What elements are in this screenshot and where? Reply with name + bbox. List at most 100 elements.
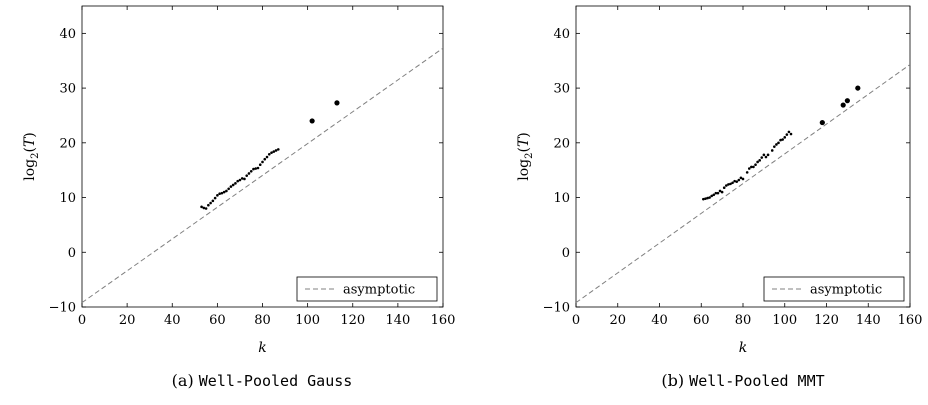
data-point: [789, 132, 793, 136]
data-point: [216, 194, 219, 197]
x-tick-label: 0: [572, 313, 580, 328]
chart-panel-1: 0 20 40 60 80 100 120 140 160−10010203040klog2(T…: [22, 5, 456, 390]
x-tick-label: 120: [340, 313, 365, 328]
data-point: [200, 205, 203, 209]
data-point: [261, 160, 264, 164]
data-point: [245, 174, 249, 177]
legend: asymptotic: [296, 276, 438, 302]
data-point: [231, 183, 235, 187]
data-point: [727, 183, 730, 186]
data-point: [204, 207, 208, 210]
subfigure-caption: (b) Well-Pooled MMT: [661, 371, 824, 390]
data-point: [777, 141, 780, 145]
data-point: [737, 178, 741, 182]
data-point: [702, 197, 705, 201]
data-point: [256, 166, 260, 170]
data-point: [750, 165, 753, 169]
data-point: [211, 199, 215, 203]
data-point: [309, 118, 315, 124]
data-point: [760, 156, 764, 159]
data-point: [722, 186, 726, 189]
asymptotic-line: [576, 64, 910, 304]
x-tick-label: 160: [431, 313, 456, 328]
x-tick-label: 20: [609, 313, 626, 328]
data-point: [741, 177, 745, 181]
y-tick-label: −10: [49, 301, 76, 316]
data-point: [258, 163, 262, 167]
data-point: [779, 138, 782, 142]
data-point: [773, 145, 776, 148]
y-axis-label: log2(T): [22, 132, 41, 181]
data-point: [276, 148, 280, 151]
data-point: [756, 160, 759, 164]
y-tick-label: 20: [553, 136, 570, 151]
data-point: [710, 194, 713, 198]
x-tick-label: 80: [735, 313, 752, 328]
y-tick-label: 40: [59, 27, 76, 42]
data-point: [236, 179, 239, 183]
data-point: [238, 178, 242, 182]
y-axis-label: log2(T): [516, 132, 535, 181]
data-point: [334, 100, 340, 106]
data-point: [220, 191, 224, 195]
y-tick-label: 10: [553, 191, 570, 206]
data-point: [783, 136, 787, 139]
data-point: [254, 167, 258, 170]
data-point: [855, 85, 861, 91]
data-point: [202, 206, 206, 210]
x-tick-label: 20: [119, 313, 136, 328]
data-point: [263, 157, 267, 161]
x-tick-label: 120: [814, 313, 839, 328]
data-point: [819, 119, 825, 126]
data-point: [708, 196, 711, 199]
data-point: [840, 102, 846, 108]
y-tick-label: −10: [543, 301, 570, 316]
y-tick-label: 30: [553, 82, 570, 97]
x-tick-label: 160: [898, 313, 923, 328]
y-tick-label: 30: [59, 82, 76, 97]
chart-panel-2: 0 20 40 60 80 100 120 140 160−10010203040klog2(T…: [516, 5, 923, 390]
data-point: [213, 196, 217, 200]
data-point: [781, 138, 784, 141]
x-tick-label: 40: [164, 313, 181, 328]
x-tick-label: 100: [295, 313, 320, 328]
data-point: [274, 149, 278, 152]
data-point: [229, 185, 233, 188]
data-point: [272, 150, 276, 153]
data-point: [729, 182, 732, 186]
data-point: [716, 191, 720, 195]
data-point: [234, 182, 237, 185]
x-tick-label: 60: [209, 313, 226, 328]
legend: asymptotic: [763, 276, 905, 302]
data-point: [718, 189, 722, 193]
data-point: [207, 203, 210, 207]
data-point: [267, 153, 271, 156]
data-point: [739, 176, 743, 180]
data-point: [222, 190, 226, 194]
data-point: [762, 153, 766, 157]
data-point: [844, 98, 850, 104]
y-tick-label: 10: [59, 191, 76, 206]
data-point: [754, 163, 757, 167]
x-tick-label: 140: [856, 313, 881, 328]
data-point: [766, 153, 770, 157]
x-tick-label: 100: [772, 313, 797, 328]
data-point: [247, 172, 251, 175]
data-point: [218, 192, 221, 196]
x-tick-label: 0: [78, 313, 86, 328]
data-point: [764, 155, 768, 159]
x-tick-label: 60: [693, 313, 710, 328]
data-point: [704, 197, 707, 200]
data-point: [265, 155, 269, 159]
data-point: [758, 159, 761, 162]
data-point: [227, 187, 230, 191]
data-point: [249, 169, 253, 173]
data-point: [735, 180, 739, 183]
data-point: [225, 189, 228, 193]
x-tick-label: 80: [254, 313, 271, 328]
data-point: [731, 181, 734, 185]
data-point: [770, 149, 774, 152]
legend-label: asymptotic: [810, 283, 882, 298]
x-axis-label: k: [258, 340, 266, 356]
y-tick-label: 0: [68, 246, 76, 261]
